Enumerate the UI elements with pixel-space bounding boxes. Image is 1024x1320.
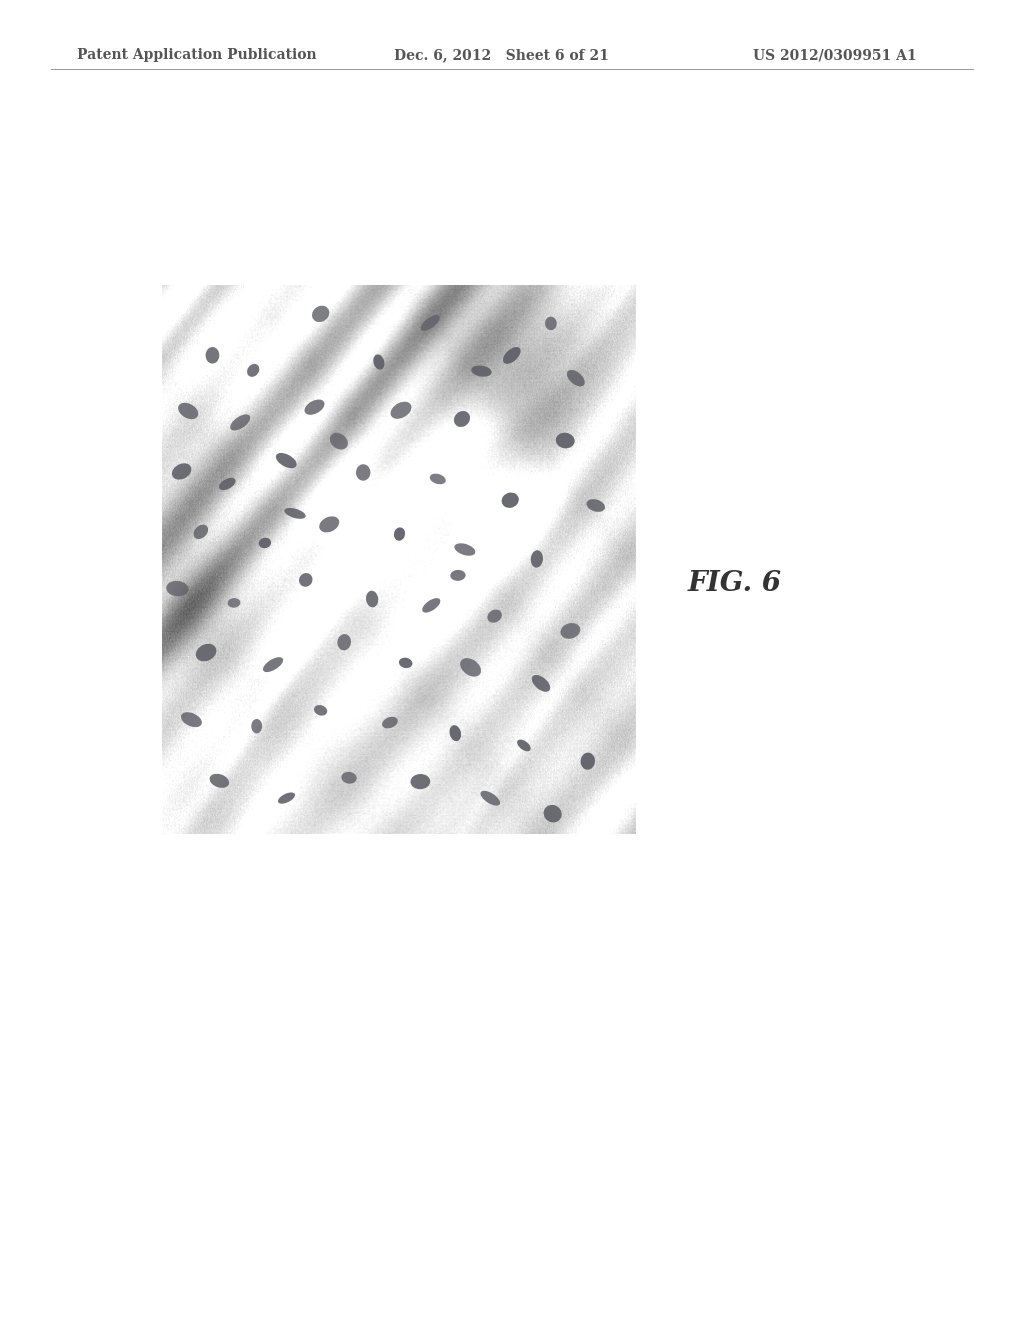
- Ellipse shape: [337, 634, 351, 651]
- Ellipse shape: [382, 717, 397, 729]
- Ellipse shape: [341, 772, 356, 784]
- Ellipse shape: [567, 370, 585, 387]
- Ellipse shape: [314, 705, 328, 715]
- Ellipse shape: [471, 366, 492, 376]
- Ellipse shape: [556, 433, 574, 449]
- Ellipse shape: [421, 315, 440, 331]
- Ellipse shape: [517, 739, 530, 751]
- Ellipse shape: [460, 659, 481, 677]
- Ellipse shape: [587, 499, 605, 512]
- Ellipse shape: [422, 598, 440, 612]
- Ellipse shape: [455, 544, 475, 556]
- Ellipse shape: [181, 713, 202, 727]
- Ellipse shape: [312, 306, 330, 322]
- Ellipse shape: [275, 453, 297, 469]
- Ellipse shape: [487, 610, 502, 623]
- Ellipse shape: [530, 550, 543, 568]
- Ellipse shape: [178, 403, 199, 420]
- Ellipse shape: [330, 433, 348, 450]
- Ellipse shape: [299, 573, 312, 587]
- Ellipse shape: [531, 675, 550, 692]
- Ellipse shape: [454, 411, 470, 426]
- Ellipse shape: [210, 774, 229, 788]
- Ellipse shape: [263, 657, 283, 672]
- Ellipse shape: [480, 791, 500, 805]
- Text: Patent Application Publication: Patent Application Publication: [77, 49, 316, 62]
- Ellipse shape: [196, 644, 216, 661]
- Ellipse shape: [227, 598, 241, 607]
- Ellipse shape: [206, 347, 219, 363]
- Ellipse shape: [430, 474, 445, 484]
- Ellipse shape: [390, 401, 412, 418]
- Ellipse shape: [502, 492, 519, 508]
- Ellipse shape: [544, 805, 562, 822]
- Ellipse shape: [394, 528, 406, 541]
- Text: Dec. 6, 2012   Sheet 6 of 21: Dec. 6, 2012 Sheet 6 of 21: [394, 49, 609, 62]
- Ellipse shape: [278, 792, 295, 804]
- Ellipse shape: [399, 657, 413, 668]
- Ellipse shape: [194, 524, 208, 539]
- Ellipse shape: [251, 719, 262, 734]
- Ellipse shape: [172, 463, 191, 479]
- Ellipse shape: [304, 400, 325, 414]
- Ellipse shape: [366, 591, 378, 607]
- Ellipse shape: [319, 516, 339, 532]
- Ellipse shape: [247, 364, 259, 376]
- Ellipse shape: [411, 774, 430, 789]
- Ellipse shape: [259, 537, 271, 548]
- Ellipse shape: [581, 752, 595, 770]
- Text: FIG. 6: FIG. 6: [688, 570, 782, 597]
- Ellipse shape: [166, 581, 188, 597]
- Ellipse shape: [356, 465, 371, 480]
- Ellipse shape: [451, 570, 466, 581]
- Text: US 2012/0309951 A1: US 2012/0309951 A1: [753, 49, 916, 62]
- Ellipse shape: [230, 414, 250, 430]
- Ellipse shape: [503, 347, 520, 364]
- Ellipse shape: [285, 508, 305, 519]
- Ellipse shape: [219, 478, 236, 490]
- Ellipse shape: [560, 623, 581, 639]
- Ellipse shape: [450, 725, 461, 741]
- Ellipse shape: [374, 355, 384, 370]
- Ellipse shape: [545, 317, 557, 330]
